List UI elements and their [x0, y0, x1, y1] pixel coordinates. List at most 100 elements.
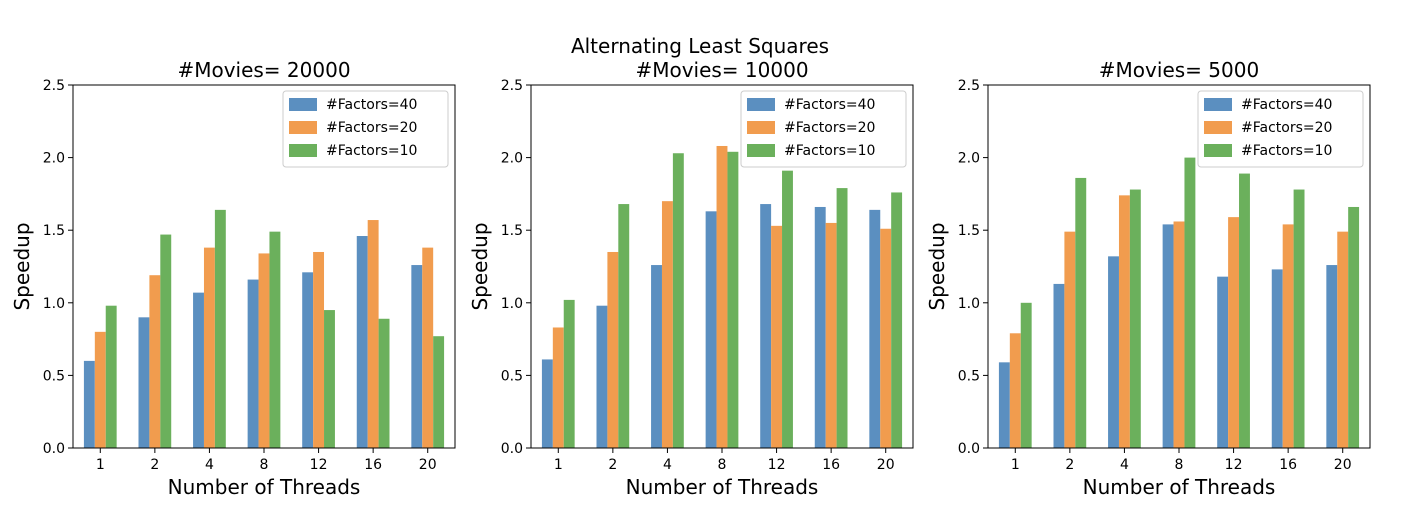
bar	[1075, 177, 1087, 448]
legend-label: #Factors=20	[326, 120, 417, 136]
bar	[891, 192, 903, 448]
x-tick-label: 20	[877, 457, 895, 473]
bar	[422, 247, 434, 448]
bar	[269, 231, 281, 448]
bar	[203, 247, 215, 448]
bar	[1293, 189, 1305, 449]
x-tick-label: 12	[768, 457, 786, 473]
x-tick-label: 20	[419, 457, 437, 473]
legend-swatch	[747, 98, 775, 111]
legend-label: #Factors=10	[1241, 143, 1332, 159]
x-tick-label: 4	[1120, 457, 1129, 473]
legend-swatch	[1204, 98, 1232, 111]
bar	[313, 251, 325, 448]
x-tick-label: 1	[96, 457, 105, 473]
y-tick-label: 0.0	[501, 441, 523, 457]
x-tick-label: 2	[608, 457, 617, 473]
legend-swatch	[1204, 144, 1232, 157]
legend-label: #Factors=10	[326, 143, 417, 159]
bar	[367, 220, 379, 448]
bar	[1228, 217, 1240, 448]
y-tick-label: 1.5	[43, 223, 65, 239]
bar	[302, 272, 314, 448]
y-tick-label: 2.0	[958, 151, 980, 167]
bar	[1184, 157, 1196, 448]
legend-label: #Factors=20	[784, 120, 875, 136]
bar	[836, 188, 848, 448]
bar	[869, 209, 881, 448]
panel-title: #Movies= 20000	[177, 58, 350, 82]
bar	[138, 317, 150, 448]
bar	[433, 336, 445, 448]
x-axis-label: Number of Threads	[626, 475, 819, 499]
legend-swatch	[1204, 121, 1232, 134]
x-axis-label: Number of Threads	[1083, 475, 1276, 499]
y-tick-label: 2.0	[43, 151, 65, 167]
legend-swatch	[289, 144, 317, 157]
x-tick-label: 20	[1334, 457, 1352, 473]
bar	[1118, 195, 1130, 448]
x-tick-label: 16	[364, 457, 382, 473]
x-tick-label: 16	[1279, 457, 1297, 473]
legend-label: #Factors=20	[1241, 120, 1332, 136]
legend-swatch	[747, 121, 775, 134]
x-tick-label: 1	[554, 457, 563, 473]
x-axis-label: Number of Threads	[168, 475, 361, 499]
panel-title: #Movies= 10000	[635, 58, 808, 82]
legend-label: #Factors=40	[1241, 97, 1332, 113]
legend-box	[282, 90, 449, 168]
bar	[356, 236, 368, 448]
bar	[1009, 333, 1021, 448]
x-tick-label: 16	[822, 457, 840, 473]
bar	[258, 253, 270, 448]
legend-box	[740, 90, 907, 168]
x-tick-label: 12	[310, 457, 328, 473]
bar	[1108, 256, 1119, 448]
y-tick-label: 1.0	[958, 296, 980, 312]
x-tick-label: 12	[1225, 457, 1243, 473]
bar	[1064, 231, 1076, 448]
bar	[247, 279, 259, 448]
bar	[411, 265, 423, 448]
bar	[149, 275, 161, 448]
bar	[1162, 224, 1174, 448]
y-tick-label: 1.0	[43, 296, 65, 312]
bar	[716, 145, 728, 449]
bar	[83, 360, 95, 448]
bar	[672, 153, 684, 449]
legend-label: #Factors=40	[784, 97, 875, 113]
bar	[1239, 173, 1250, 448]
bar	[705, 211, 717, 448]
y-tick-label: 2.5	[501, 78, 523, 94]
bar	[760, 204, 772, 448]
x-tick-label: 4	[663, 457, 672, 473]
y-tick-label: 0.5	[958, 368, 980, 384]
bar	[825, 222, 837, 448]
bar	[1348, 206, 1360, 448]
bar	[727, 151, 739, 449]
legend-swatch	[747, 144, 775, 157]
x-tick-label: 2	[150, 457, 159, 473]
bar	[541, 359, 553, 448]
bar	[1173, 221, 1185, 448]
x-tick-label: 8	[1175, 457, 1184, 473]
legend-box	[1197, 90, 1364, 168]
x-tick-label: 8	[260, 457, 269, 473]
legend-label: #Factors=10	[784, 143, 875, 159]
legend-swatch	[289, 98, 317, 111]
y-tick-label: 1.5	[958, 223, 980, 239]
y-tick-label: 0.5	[43, 368, 65, 384]
y-tick-label: 1.5	[501, 223, 523, 239]
y-tick-label: 0.5	[501, 368, 523, 384]
y-tick-label: 0.0	[958, 441, 980, 457]
legend: #Factors=40 #Factors=20 #Factors=10	[1197, 90, 1364, 168]
legend: #Factors=40 #Factors=20 #Factors=10	[740, 90, 907, 168]
bar	[1326, 265, 1338, 448]
bar	[105, 305, 117, 448]
y-axis-label: Speedup	[925, 222, 949, 310]
bar	[1282, 224, 1294, 448]
y-axis-label: Speedup	[10, 222, 34, 310]
y-tick-label: 2.5	[958, 78, 980, 94]
